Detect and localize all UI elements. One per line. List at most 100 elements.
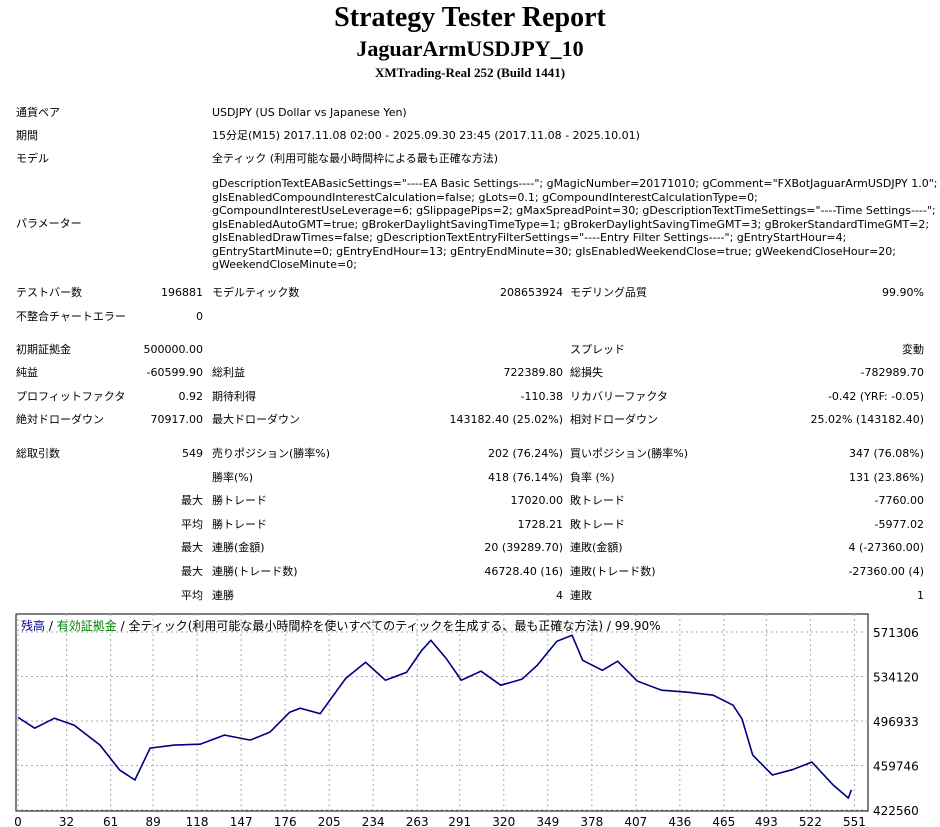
stat-label: 連敗(金額) <box>570 541 623 554</box>
setting-label: モデル <box>16 152 49 165</box>
stat-label: 絶対ドローダウン <box>16 413 104 426</box>
x-tick-label: 176 <box>274 815 297 827</box>
setting-label: パラメーター <box>16 217 82 231</box>
parameter-line: gIsEnabledAutoGMT=true; gBrokerDaylightS… <box>212 217 930 231</box>
stat-label: 総損失 <box>570 366 603 379</box>
x-tick-label: 205 <box>318 815 341 827</box>
stat-value: 平均 <box>181 518 203 531</box>
stat-value: -782989.70 <box>860 366 924 379</box>
x-tick-label: 61 <box>103 815 118 827</box>
parameter-line: gWeekendCloseMinute=0; <box>212 258 357 271</box>
stat-value: 変動 <box>902 343 924 356</box>
x-tick-label: 407 <box>624 815 647 827</box>
stat-label: 連敗(トレード数) <box>570 565 656 578</box>
stat-label: 売りポジション(勝率%) <box>212 447 331 460</box>
stat-label: 連勝(金額) <box>212 541 265 554</box>
stat-label: 連敗 <box>570 589 592 602</box>
stat-value: 549 <box>182 447 203 460</box>
stat-label: 最大ドローダウン <box>212 413 300 426</box>
x-tick-label: 436 <box>668 815 691 827</box>
parameter-line: gDescriptionTextEABasicSettings="----EA … <box>212 177 938 190</box>
x-tick-label: 89 <box>145 815 160 827</box>
stat-value: 196881 <box>161 286 203 299</box>
stat-value: 平均 <box>181 589 203 602</box>
y-tick-label: 422560 <box>873 804 919 818</box>
legend: 残高 / 有効証拠金 / 全ティック(利用可能な最小時間枠を使いすべてのティック… <box>21 618 661 633</box>
x-tick-label: 320 <box>492 815 515 827</box>
stat-value: 1728.21 <box>517 518 564 531</box>
stat-label: プロフィットファクタ <box>16 390 126 403</box>
stat-label: 純益 <box>16 366 38 379</box>
stat-value: -7760.00 <box>874 494 924 507</box>
x-tick-label: 465 <box>712 815 735 827</box>
stat-value: 347 (76.08%) <box>848 447 924 460</box>
stat-value: 4 <box>556 589 563 602</box>
stat-value: 46728.40 (16) <box>484 565 563 578</box>
stat-label: スプレッド <box>570 343 625 356</box>
stat-label: 勝トレード <box>212 494 267 507</box>
legend-entry: 有効証拠金 <box>57 618 117 633</box>
stat-label: 敗トレード <box>570 494 625 507</box>
stat-value: -5977.02 <box>874 518 924 531</box>
plot-frame <box>15 613 869 812</box>
setting-value: USDJPY (US Dollar vs Japanese Yen) <box>212 106 407 119</box>
legend-separator: / <box>607 619 612 633</box>
y-tick-label: 534120 <box>873 670 919 684</box>
server-info: XMTrading-Real 252 (Build 1441) <box>374 65 566 80</box>
stat-label: 連勝(トレード数) <box>212 565 298 578</box>
stat-value: -110.38 <box>520 390 563 403</box>
modeling-quality: 99.90% <box>615 619 661 633</box>
stat-value: 1 <box>917 589 924 602</box>
report-title: Strategy Tester Report <box>334 2 606 33</box>
x-tick-label: 493 <box>755 815 778 827</box>
stat-label: 連勝 <box>212 589 234 602</box>
stat-value: 131 (23.86%) <box>848 471 924 484</box>
report-subtitle: JaguarArmUSDJPY_10 <box>356 36 584 61</box>
x-tick-label: 522 <box>799 815 822 827</box>
parameter-line: gIsEnabledCompoundInterestCalculation=fa… <box>212 190 758 204</box>
stat-label: 買いポジション(勝率%) <box>570 447 689 460</box>
stat-value: 70917.00 <box>150 413 204 426</box>
balance-chart: 422560 459746 496933 534120 571306 0 32 61 89 118… <box>14 613 919 827</box>
parameter-line: gCompoundInterestUseLeverage=6; gSlippag… <box>212 204 936 217</box>
stat-value: 最大 <box>181 541 203 554</box>
stat-value: 0 <box>196 310 203 323</box>
stat-value: 99.90% <box>882 286 924 299</box>
stat-value: 25.02% (143182.40) <box>810 413 924 426</box>
stat-label: 不整合チャートエラー <box>16 310 126 323</box>
x-tick-label: 263 <box>406 815 429 827</box>
x-tick-label: 378 <box>580 815 603 827</box>
stat-label: 勝率(%) <box>212 471 254 484</box>
stat-value: 202 (76.24%) <box>487 447 563 460</box>
stat-label: テストバー数 <box>16 286 82 299</box>
stat-label: モデリング品質 <box>570 286 647 299</box>
balance-line <box>17 634 853 800</box>
x-tick-label: 234 <box>362 815 385 827</box>
x-tick-label: 349 <box>536 815 559 827</box>
stat-value: 208653924 <box>500 286 563 299</box>
legend-entry: 残高 <box>21 618 45 633</box>
stat-value: 17020.00 <box>510 494 564 507</box>
y-tick-label: 571306 <box>873 626 919 640</box>
stat-label: モデルティック数 <box>212 286 300 299</box>
stat-value: 722389.80 <box>503 366 564 379</box>
stat-value: 0.92 <box>178 390 204 403</box>
stat-label: 敗トレード <box>570 518 625 531</box>
stat-label: 総取引数 <box>16 447 60 460</box>
setting-label: 期間 <box>16 129 38 142</box>
stat-label: 総利益 <box>212 366 245 379</box>
model-text: 全ティック(利用可能な最小時間枠を使いすべてのティックを生成する、最も正確な方法… <box>128 618 603 633</box>
x-tick-label: 291 <box>448 815 471 827</box>
setting-value: 全ティック (利用可能な最小時間枠による最も正確な方法) <box>212 152 499 165</box>
setting-label: 通貨ペア <box>16 106 60 119</box>
stat-value: 418 (76.14%) <box>487 471 563 484</box>
stat-value: -27360.00 (4) <box>848 565 924 578</box>
stat-value: 最大 <box>181 494 203 507</box>
stat-label: 相対ドローダウン <box>570 413 658 426</box>
x-tick-label: 32 <box>59 815 74 827</box>
parameter-line: gIsEnabledDrawTimes=false; gDescriptionT… <box>212 231 847 244</box>
setting-value: 15分足(M15) 2017.11.08 02:00 - 2025.09.30 … <box>212 129 640 142</box>
stat-value: -0.42 (YRF: -0.05) <box>827 390 924 403</box>
stat-label: リカバリーファクタ <box>570 390 668 403</box>
y-tick-label: 496933 <box>873 715 919 729</box>
